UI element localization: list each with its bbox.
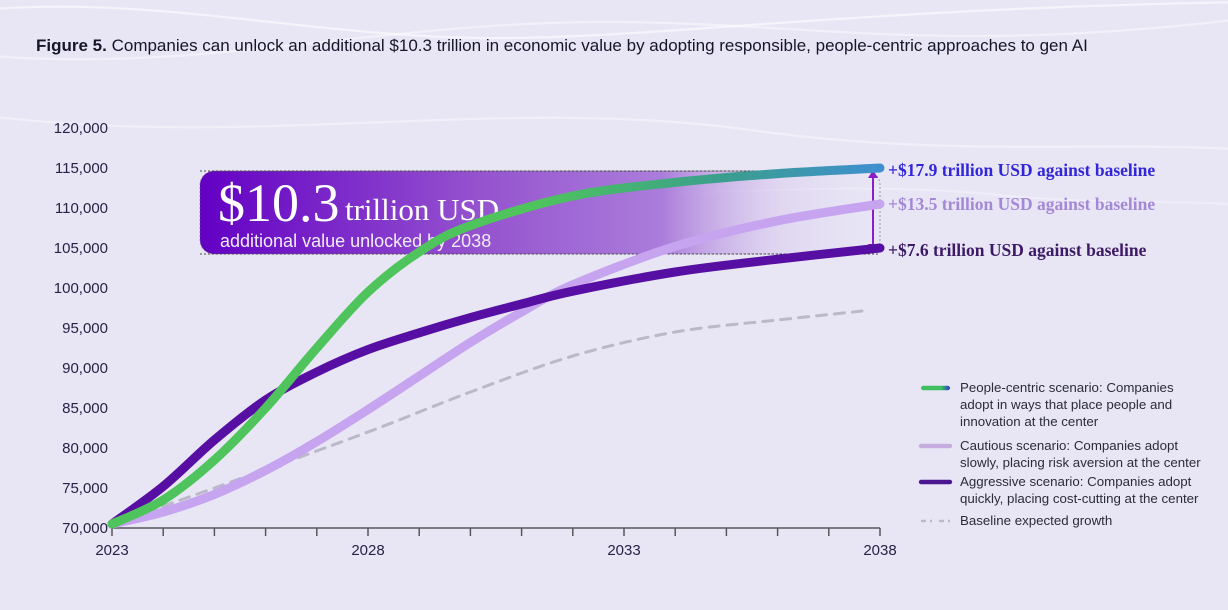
svg-text:75,000: 75,000 (62, 480, 108, 497)
svg-text:105,000: 105,000 (54, 240, 108, 257)
svg-text:80,000: 80,000 (62, 440, 108, 457)
svg-text:2023: 2023 (95, 542, 128, 559)
svg-text:slowly, placing risk aversion: slowly, placing risk aversion at the cen… (960, 455, 1201, 470)
svg-text:90,000: 90,000 (62, 360, 108, 377)
svg-text:quickly, placing cost-cutting: quickly, placing cost-cutting at the cen… (960, 491, 1199, 506)
svg-text:110,000: 110,000 (55, 200, 108, 217)
svg-text:115,000: 115,000 (55, 160, 108, 177)
svg-text:+$7.6 trillion USD against bas: +$7.6 trillion USD against baseline (888, 240, 1147, 260)
svg-text:adopt in ways that place peopl: adopt in ways that place people and (960, 397, 1172, 412)
svg-text:Cautious scenario: Companies a: Cautious scenario: Companies adopt (960, 438, 1178, 453)
svg-text:innovation at the center: innovation at the center (960, 414, 1099, 429)
svg-text:100,000: 100,000 (54, 280, 108, 297)
svg-text:$10.3: $10.3 (218, 173, 340, 233)
svg-text:People-centric scenario: Compa: People-centric scenario: Companies (960, 380, 1174, 395)
svg-text:2033: 2033 (607, 542, 640, 559)
svg-text:70,000: 70,000 (62, 520, 108, 537)
svg-text:2028: 2028 (351, 542, 384, 559)
svg-text:85,000: 85,000 (62, 400, 108, 417)
svg-text:Baseline expected growth: Baseline expected growth (960, 513, 1112, 528)
svg-text:+$17.9 trillion USD against ba: +$17.9 trillion USD against baseline (888, 160, 1155, 180)
svg-text:120,000: 120,000 (54, 120, 108, 137)
svg-text:2038: 2038 (863, 542, 896, 559)
svg-text:+$13.5 trillion USD against ba: +$13.5 trillion USD against baseline (888, 194, 1155, 214)
svg-text:95,000: 95,000 (62, 320, 108, 337)
svg-text:Aggressive scenario: Companies: Aggressive scenario: Companies adopt (960, 474, 1192, 489)
